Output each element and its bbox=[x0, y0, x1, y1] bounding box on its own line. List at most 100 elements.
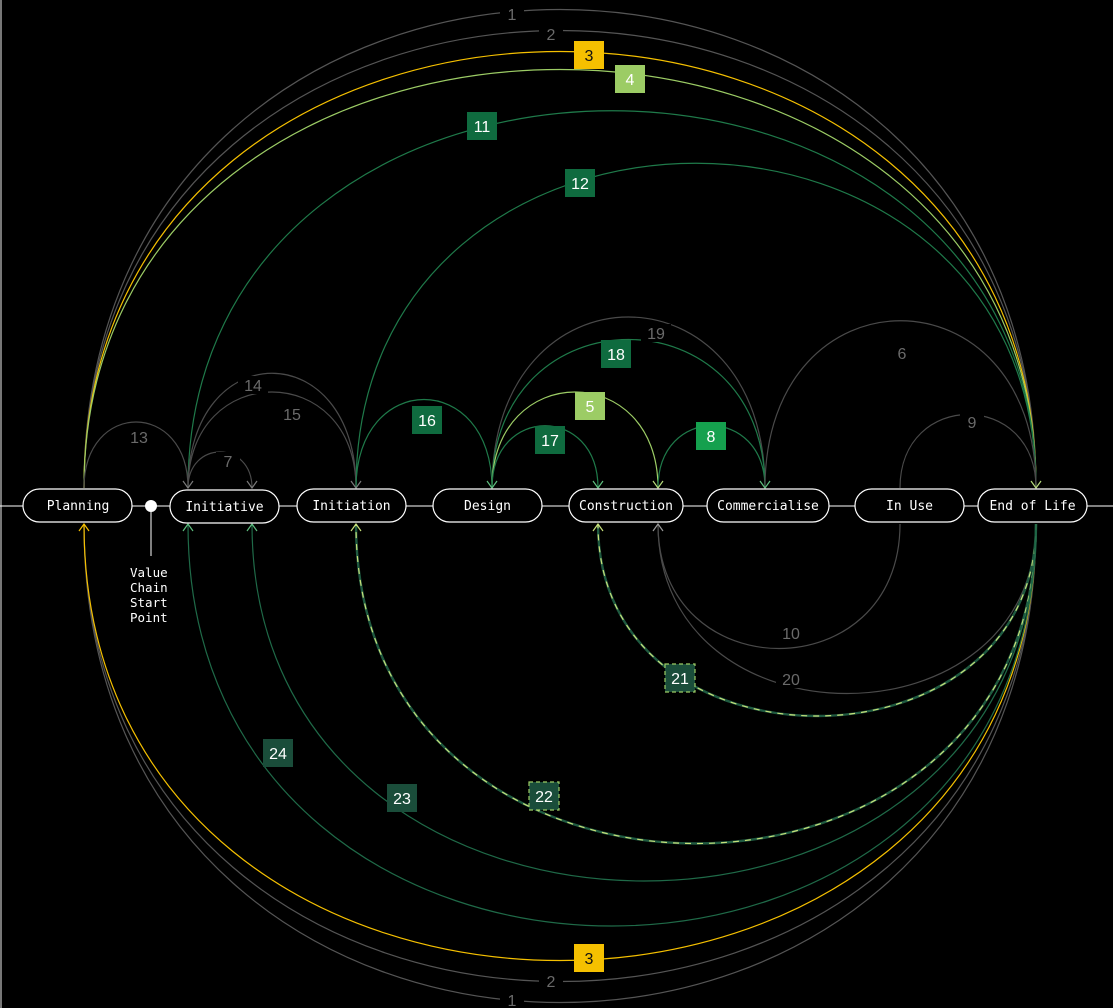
link-17-badge: 17 bbox=[535, 426, 565, 454]
link-18-badge: 18 bbox=[601, 340, 631, 368]
link-2-bottom-number: 2 bbox=[547, 974, 556, 991]
start-point-label-line-1: Value bbox=[130, 565, 168, 580]
link-5-badge: 5 bbox=[575, 392, 605, 420]
link-18-number: 18 bbox=[607, 347, 625, 364]
link-3-top-arc bbox=[83, 50, 1037, 489]
link-19-number: 19 bbox=[647, 326, 665, 343]
link-2-top-arc bbox=[83, 30, 1037, 489]
link-3-bottom-arc bbox=[83, 523, 1037, 962]
link-6-number: 6 bbox=[898, 346, 907, 363]
link-12-number: 12 bbox=[571, 176, 589, 193]
link-24-bottom-arc bbox=[187, 523, 1037, 927]
link-1-top-label: 1 bbox=[500, 5, 524, 24]
stage-planning[interactable]: Planning bbox=[22, 488, 133, 523]
link-15-number: 15 bbox=[283, 407, 301, 424]
link-23-bottom-arc bbox=[251, 523, 1037, 882]
link-10-label: 10 bbox=[776, 624, 806, 643]
link-14-top-arc bbox=[187, 372, 357, 489]
link-23-badge: 23 bbox=[387, 784, 417, 812]
link-1-bottom-arc bbox=[83, 523, 1037, 1004]
stage-initiation-label: Initiation bbox=[312, 499, 390, 514]
stage-initiative[interactable]: Initiative bbox=[169, 489, 280, 524]
link-16-badge: 16 bbox=[412, 406, 442, 434]
stage-end-of-life-label: End of Life bbox=[989, 499, 1075, 514]
link-1-top-arc bbox=[83, 8, 1037, 489]
link-4-top-arc bbox=[83, 68, 1037, 489]
link-21-badge: 21 bbox=[664, 663, 696, 693]
link-21-bottom-arc bbox=[596, 523, 1038, 718]
link-21-bottom-arc-dash bbox=[597, 523, 1037, 717]
arrow-up-icon bbox=[592, 522, 604, 532]
link-18-top-arc bbox=[491, 338, 766, 489]
link-6-label: 6 bbox=[888, 344, 916, 363]
stage-design-label: Design bbox=[464, 499, 511, 514]
link-22-number: 22 bbox=[535, 789, 553, 806]
link-17-number: 17 bbox=[541, 433, 559, 450]
link-13-top-arc bbox=[83, 421, 189, 489]
arrow-down-icon bbox=[246, 480, 258, 490]
arrow-up-icon bbox=[652, 522, 664, 532]
arrow-down-icon bbox=[592, 480, 604, 490]
link-3-bottom-badge: 3 bbox=[574, 944, 604, 972]
stage-end-of-life[interactable]: End of Life bbox=[977, 488, 1088, 523]
arrow-down-icon bbox=[350, 480, 362, 490]
link-4-number: 4 bbox=[626, 72, 635, 89]
link-1-bottom-number: 1 bbox=[508, 993, 517, 1008]
link-24-badge: 24 bbox=[263, 739, 293, 767]
link-15-top-arc bbox=[187, 391, 357, 489]
arrow-up-icon bbox=[246, 522, 258, 532]
arrow-down-icon bbox=[1030, 480, 1042, 490]
link-13-label: 13 bbox=[124, 428, 154, 447]
stage-commercialise[interactable]: Commercialise bbox=[706, 488, 830, 523]
link-16-top-arc bbox=[355, 398, 493, 489]
arrow-up-icon bbox=[182, 522, 194, 532]
link-2-top-number: 2 bbox=[547, 27, 556, 44]
link-10-number: 10 bbox=[782, 626, 800, 643]
link-24-number: 24 bbox=[269, 746, 287, 763]
link-20-label: 20 bbox=[776, 670, 806, 689]
value-chain-start-point: Value Chain Start Point bbox=[130, 500, 168, 625]
link-17-top-arc bbox=[491, 425, 599, 489]
start-point-label-line-2: Chain bbox=[130, 580, 168, 595]
stage-design[interactable]: Design bbox=[432, 488, 543, 523]
link-3-top-number: 3 bbox=[585, 48, 594, 65]
link-11-number: 11 bbox=[474, 119, 491, 136]
link-7-label: 7 bbox=[216, 452, 240, 471]
link-2-bottom-arc bbox=[83, 523, 1037, 982]
link-9-number: 9 bbox=[968, 415, 977, 432]
stage-planning-label: Planning bbox=[47, 499, 110, 514]
arrowheads bbox=[78, 480, 1042, 532]
link-4-badge: 4 bbox=[615, 65, 645, 93]
link-2-bottom-label: 2 bbox=[539, 972, 563, 991]
arrow-down-icon bbox=[759, 480, 771, 490]
link-19-label: 19 bbox=[641, 324, 671, 343]
stage-construction[interactable]: Construction bbox=[568, 488, 684, 523]
link-15-label: 15 bbox=[277, 405, 307, 424]
stage-in-use-label: In Use bbox=[886, 499, 933, 514]
arrow-up-icon bbox=[350, 522, 362, 532]
link-1-bottom-label: 1 bbox=[500, 992, 524, 1008]
link-1-top-number: 1 bbox=[508, 7, 517, 24]
link-2-top-label: 2 bbox=[539, 25, 563, 44]
arrow-down-icon bbox=[652, 480, 664, 490]
arrow-down-icon bbox=[486, 480, 498, 490]
link-22-bottom-arc-dash bbox=[355, 523, 1037, 845]
link-9-label: 9 bbox=[960, 413, 984, 432]
stage-in-use[interactable]: In Use bbox=[854, 488, 965, 523]
link-3-top-badge: 3 bbox=[574, 41, 604, 69]
link-8-number: 8 bbox=[707, 429, 716, 446]
link-12-badge: 12 bbox=[565, 169, 595, 197]
link-13-number: 13 bbox=[130, 430, 148, 447]
link-16-number: 16 bbox=[418, 413, 436, 430]
start-point-dot-icon bbox=[145, 500, 157, 512]
link-7-number: 7 bbox=[224, 454, 233, 471]
link-11-top-arc bbox=[187, 110, 1037, 489]
link-11-badge: 11 bbox=[467, 112, 497, 140]
stage-initiation[interactable]: Initiation bbox=[296, 488, 407, 523]
left-edge-divider bbox=[0, 0, 2, 1008]
link-20-bottom-arc bbox=[657, 523, 1037, 694]
link-20-number: 20 bbox=[782, 672, 800, 689]
stage-construction-label: Construction bbox=[579, 499, 673, 514]
link-14-label: 14 bbox=[238, 376, 268, 395]
